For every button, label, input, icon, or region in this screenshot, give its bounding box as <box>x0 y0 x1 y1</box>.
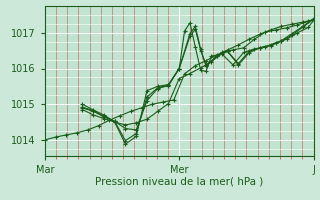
X-axis label: Pression niveau de la mer( hPa ): Pression niveau de la mer( hPa ) <box>95 176 263 186</box>
